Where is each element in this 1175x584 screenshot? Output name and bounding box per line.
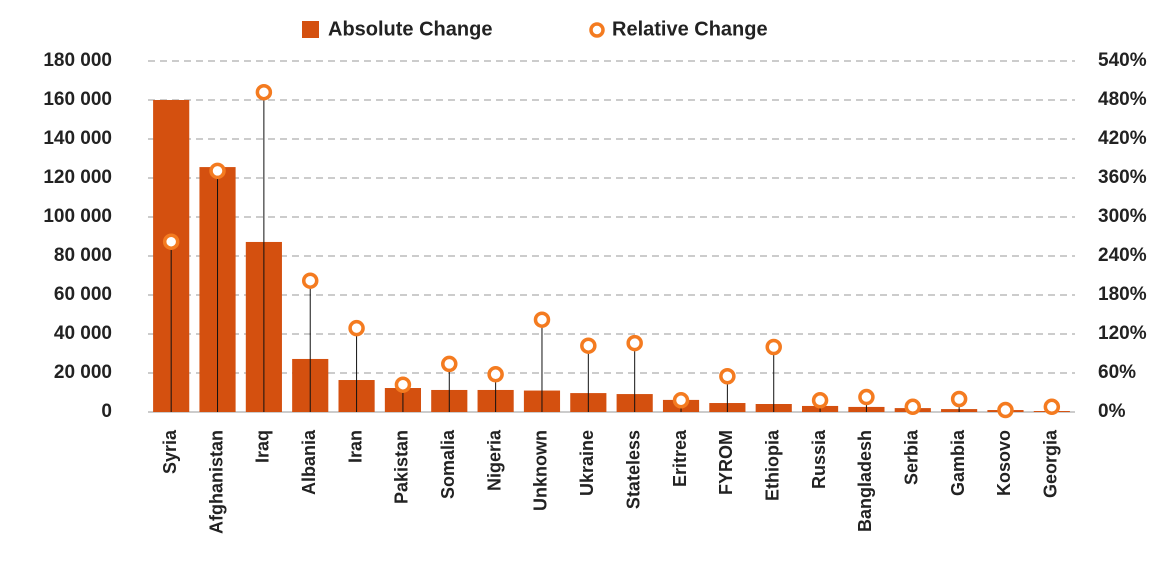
y2-tick-label: 120% [1098,323,1147,344]
marker [487,366,504,383]
marker [811,392,829,409]
marker [394,376,412,393]
y-tick-label: 20 000 [54,362,112,383]
y-tick-label: 80 000 [54,245,112,266]
marker [580,337,597,354]
x-tick-label: Eritrea [670,429,690,487]
y-tick-label: 40 000 [54,323,112,344]
marker [997,401,1014,419]
marker [765,338,782,356]
x-tick-label: Kosovo [994,430,1014,496]
y2-tick-label: 240% [1098,245,1147,266]
x-tick-label: Stateless [623,430,643,509]
marker [719,368,736,385]
marker [209,162,226,180]
y-tick-label: 160 000 [43,89,112,110]
y2-tick-label: 0% [1098,401,1126,422]
marker [255,83,273,101]
y2-tick-label: 300% [1098,206,1147,227]
marker [672,392,690,409]
x-tick-label: FYROM [716,430,736,495]
x-tick-label: Iran [345,430,365,463]
x-tick-label: Pakistan [392,430,412,504]
y2-tick-label: 420% [1098,128,1147,149]
x-tick-label: Somalia [438,429,458,499]
marker [904,398,922,416]
y2-tick-label: 60% [1098,362,1136,383]
marker [441,355,458,373]
x-tick-label: Iraq [253,430,273,463]
y2-tick-label: 480% [1098,89,1147,110]
x-tick-label: Georgia [1041,429,1061,498]
y-tick-label: 180 000 [43,50,112,71]
marker [626,334,643,352]
marker [533,311,551,328]
y-tick-label: 100 000 [43,206,112,227]
x-tick-label: Bangladesh [855,430,875,532]
y2-tick-label: 360% [1098,167,1147,188]
y-tick-label: 140 000 [43,128,112,149]
x-tick-label: Gambia [948,429,968,496]
x-tick-label: Ethiopia [762,429,782,501]
x-tick-label: Serbia [902,429,922,485]
marker [301,272,319,289]
marker [162,233,180,250]
x-tick-label: Unknown [531,430,551,511]
y-tick-label: 120 000 [43,167,112,188]
x-tick-label: Russia [809,429,829,489]
x-tick-label: Albania [299,429,319,495]
y-tick-label: 60 000 [54,284,112,305]
marker [1043,398,1061,416]
y-tick-label: 0 [101,401,112,422]
legend-swatch [302,21,319,38]
y2-tick-label: 540% [1098,50,1147,71]
legend-label: Relative Change [612,18,768,40]
x-tick-label: Syria [160,429,180,474]
x-tick-label: Ukraine [577,430,597,496]
y2-tick-label: 180% [1098,284,1147,305]
marker [950,390,968,408]
legend-label: Absolute Change [328,18,492,40]
x-tick-label: Nigeria [484,429,504,491]
marker [348,319,365,337]
x-tick-label: Afghanistan [206,430,226,534]
marker [858,388,875,406]
legend-swatch [589,22,605,38]
